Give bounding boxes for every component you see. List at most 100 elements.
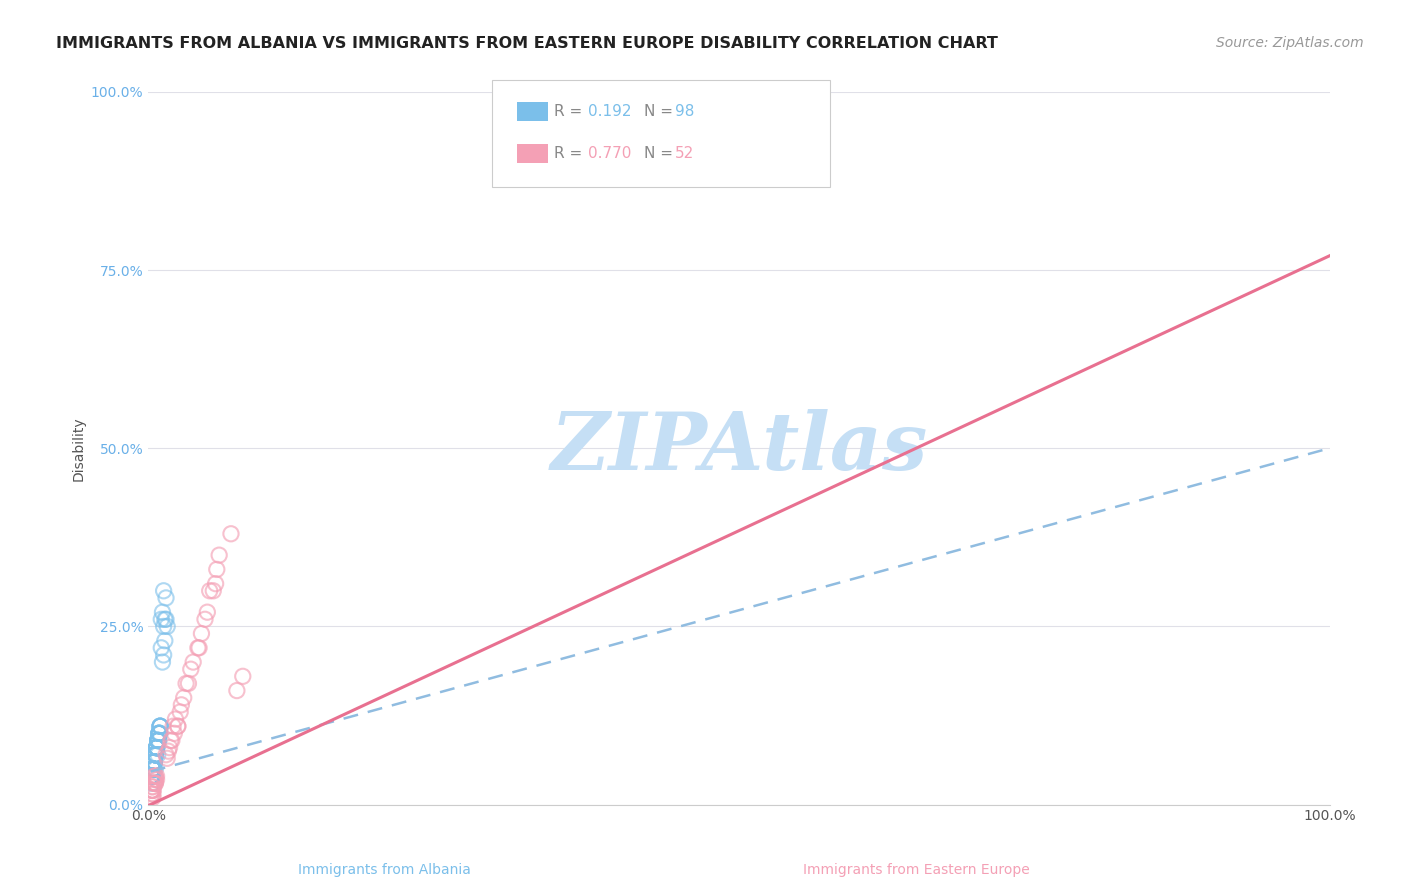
Point bbox=[152, 605, 174, 619]
Point bbox=[141, 769, 163, 783]
Point bbox=[232, 669, 254, 683]
Point bbox=[146, 733, 169, 747]
Point bbox=[155, 591, 177, 605]
Text: IMMIGRANTS FROM ALBANIA VS IMMIGRANTS FROM EASTERN EUROPE DISABILITY CORRELATION: IMMIGRANTS FROM ALBANIA VS IMMIGRANTS FR… bbox=[56, 36, 998, 51]
Point bbox=[145, 747, 167, 762]
Text: 0.192: 0.192 bbox=[588, 104, 631, 119]
Point bbox=[143, 776, 166, 790]
Point bbox=[143, 755, 166, 769]
Point bbox=[180, 662, 202, 676]
Point bbox=[148, 726, 170, 740]
Point bbox=[143, 755, 166, 769]
Point bbox=[149, 719, 172, 733]
Point bbox=[198, 583, 221, 598]
Point bbox=[153, 612, 176, 626]
Point bbox=[174, 676, 197, 690]
Point bbox=[146, 733, 169, 747]
Text: N =: N = bbox=[644, 104, 678, 119]
Point bbox=[155, 612, 177, 626]
Point bbox=[145, 747, 167, 762]
Point bbox=[145, 740, 167, 755]
Point bbox=[142, 762, 165, 776]
Point bbox=[149, 719, 172, 733]
Point bbox=[188, 640, 211, 655]
Point bbox=[146, 733, 169, 747]
Point bbox=[143, 762, 166, 776]
Point bbox=[146, 733, 169, 747]
Point bbox=[145, 769, 167, 783]
Point bbox=[142, 783, 165, 797]
Point bbox=[150, 640, 173, 655]
Point bbox=[141, 769, 163, 783]
Point bbox=[145, 747, 167, 762]
Point bbox=[165, 712, 187, 726]
Point bbox=[149, 719, 172, 733]
Point bbox=[149, 719, 172, 733]
Point bbox=[152, 655, 174, 669]
Point bbox=[142, 762, 165, 776]
Point bbox=[146, 733, 169, 747]
Point bbox=[142, 780, 165, 794]
Text: 0.770: 0.770 bbox=[588, 146, 631, 161]
Point bbox=[142, 762, 165, 776]
Point bbox=[148, 726, 170, 740]
Point bbox=[150, 612, 173, 626]
Point bbox=[166, 719, 188, 733]
Text: ZIPAtlas: ZIPAtlas bbox=[550, 409, 928, 487]
Point bbox=[148, 726, 170, 740]
Point bbox=[142, 790, 165, 805]
Point bbox=[145, 747, 167, 762]
Point bbox=[141, 769, 163, 783]
Point bbox=[145, 747, 167, 762]
Point bbox=[190, 626, 212, 640]
Point bbox=[146, 747, 169, 762]
Point bbox=[170, 698, 193, 712]
Point bbox=[141, 783, 163, 797]
Text: R =: R = bbox=[554, 146, 588, 161]
Point bbox=[143, 776, 166, 790]
Point bbox=[142, 783, 165, 797]
Point bbox=[141, 769, 163, 783]
Point bbox=[142, 787, 165, 801]
Point bbox=[145, 772, 167, 787]
Point bbox=[169, 705, 191, 719]
Point bbox=[152, 648, 174, 662]
Point bbox=[143, 755, 166, 769]
Point bbox=[146, 733, 169, 747]
Point bbox=[145, 740, 167, 755]
Point bbox=[145, 747, 167, 762]
Point bbox=[145, 747, 167, 762]
Point bbox=[145, 772, 167, 787]
Point bbox=[143, 755, 166, 769]
Point bbox=[141, 769, 163, 783]
Point bbox=[142, 762, 165, 776]
Point bbox=[141, 776, 163, 790]
Point bbox=[159, 740, 181, 755]
Point bbox=[145, 740, 167, 755]
Point bbox=[145, 776, 167, 790]
Point bbox=[145, 740, 167, 755]
Point bbox=[141, 769, 163, 783]
Point bbox=[142, 762, 165, 776]
Point bbox=[160, 733, 183, 747]
Point bbox=[141, 783, 163, 797]
Point bbox=[148, 726, 170, 740]
Point bbox=[208, 548, 231, 562]
Point bbox=[173, 690, 195, 705]
Point bbox=[181, 655, 204, 669]
Point bbox=[148, 726, 170, 740]
Point bbox=[156, 619, 179, 633]
Point bbox=[162, 719, 184, 733]
Point bbox=[204, 576, 226, 591]
Point bbox=[145, 747, 167, 762]
Point bbox=[141, 769, 163, 783]
Point bbox=[142, 762, 165, 776]
Point bbox=[142, 762, 165, 776]
Point bbox=[145, 747, 167, 762]
Point bbox=[205, 562, 228, 576]
Point bbox=[145, 747, 167, 762]
Point bbox=[153, 633, 176, 648]
Point bbox=[143, 755, 166, 769]
Point bbox=[146, 733, 169, 747]
Point bbox=[143, 755, 166, 769]
